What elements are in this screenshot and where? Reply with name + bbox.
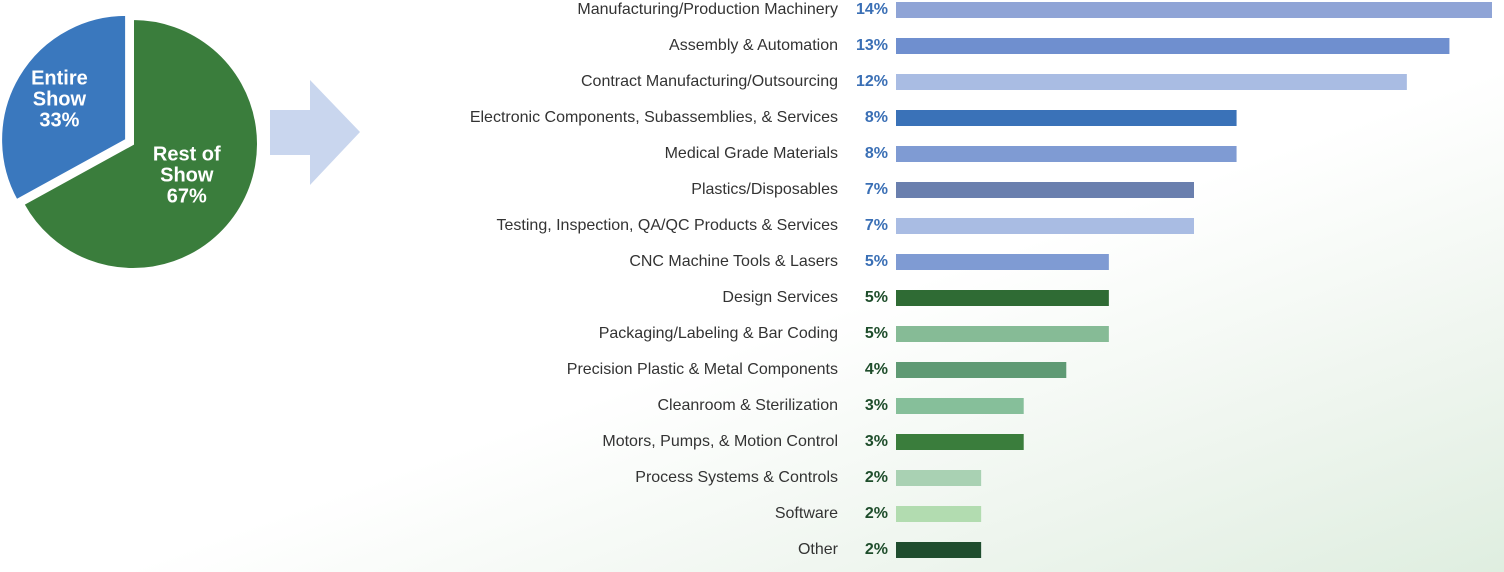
value-label: 2% <box>865 469 888 486</box>
slice-value: 33% <box>19 111 99 132</box>
value-label: 3% <box>865 433 888 450</box>
bar <box>896 74 1407 90</box>
bar <box>896 542 981 558</box>
category-label: Motors, Pumps, & Motion Control <box>602 433 838 450</box>
value-label: 13% <box>856 37 888 54</box>
value-label: 3% <box>865 397 888 414</box>
bar <box>896 326 1109 342</box>
category-label: Electronic Components, Subassemblies, & … <box>470 109 838 126</box>
category-label: Cleanroom & Sterilization <box>657 397 838 414</box>
arrow <box>270 80 360 185</box>
value-label: 5% <box>865 325 888 342</box>
category-label: Other <box>798 541 839 558</box>
category-label: Medical Grade Materials <box>665 145 838 162</box>
bar <box>896 254 1109 270</box>
category-label: Design Services <box>722 289 838 306</box>
category-label: Testing, Inspection, QA/QC Products & Se… <box>497 217 838 234</box>
value-label: 4% <box>865 361 888 378</box>
bar <box>896 38 1449 54</box>
category-label: Contract Manufacturing/Outsourcing <box>581 73 838 90</box>
value-label: 7% <box>865 217 888 234</box>
value-label: 14% <box>856 1 888 18</box>
bar <box>896 110 1237 126</box>
value-label: 2% <box>865 505 888 522</box>
category-label: CNC Machine Tools & Lasers <box>629 253 838 270</box>
category-label: Process Systems & Controls <box>635 469 838 486</box>
value-label: 5% <box>865 289 888 306</box>
bar <box>896 218 1194 234</box>
bar <box>896 398 1024 414</box>
category-label: Manufacturing/Production Machinery <box>577 1 838 18</box>
slice-value: 67% <box>147 186 227 207</box>
chart: Manufacturing/Production Machinery 14% Ass… <box>0 0 1504 572</box>
value-label: 5% <box>865 253 888 270</box>
page: Manufacturing/Production Machinery 14% Ass… <box>0 0 1504 572</box>
bar <box>896 434 1024 450</box>
bar <box>896 290 1109 306</box>
slice-name: Entire Show <box>19 69 99 111</box>
bar <box>896 182 1194 198</box>
bar <box>896 470 981 486</box>
category-label: Precision Plastic & Metal Components <box>567 361 838 378</box>
slice-name: Rest of Show <box>147 144 227 186</box>
category-label: Assembly & Automation <box>669 37 838 54</box>
bar <box>896 506 981 522</box>
bar <box>896 362 1066 378</box>
value-label: 7% <box>865 181 888 198</box>
category-label: Packaging/Labeling & Bar Coding <box>599 325 838 342</box>
bar <box>896 2 1492 18</box>
category-label: Software <box>775 505 838 522</box>
value-label: 8% <box>865 145 888 162</box>
value-label: 2% <box>865 541 888 558</box>
value-label: 8% <box>865 109 888 126</box>
bar <box>896 146 1237 162</box>
category-label: Plastics/Disposables <box>691 181 838 198</box>
value-label: 12% <box>856 73 888 90</box>
